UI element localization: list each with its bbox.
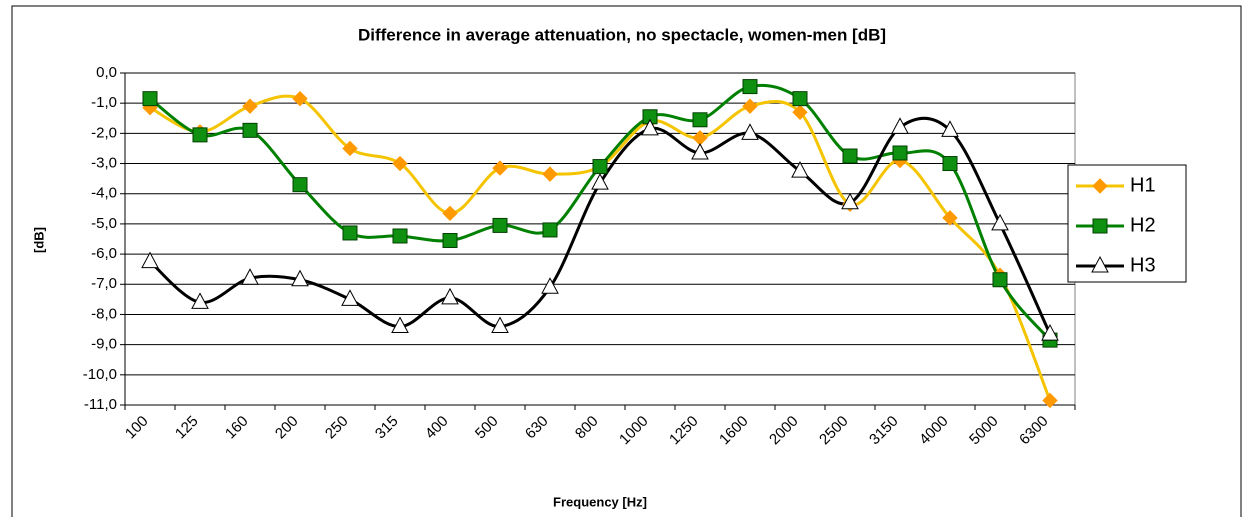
- data-point: [142, 91, 158, 107]
- legend-marker: [1091, 255, 1109, 273]
- data-point: [591, 173, 609, 190]
- data-point: [791, 161, 809, 178]
- data-point: [391, 316, 409, 334]
- y-tick-label: -7,0: [91, 275, 117, 292]
- data-point: [392, 228, 408, 244]
- data-point: [192, 127, 208, 143]
- y-tick-label: -6,0: [91, 245, 117, 262]
- data-point: [592, 159, 608, 175]
- y-tick-label: -2,0: [91, 124, 117, 141]
- y-tick-label: -4,0: [91, 185, 117, 202]
- data-point: [542, 166, 558, 182]
- data-point: [991, 213, 1009, 231]
- data-point: [242, 122, 258, 138]
- data-point: [1041, 324, 1059, 341]
- legend-box: [1067, 164, 1187, 283]
- data-point: [242, 98, 258, 114]
- data-point: [641, 118, 659, 136]
- y-tick-label: -8,0: [91, 305, 117, 322]
- data-point: [942, 156, 958, 172]
- chart-title: Difference in average attenuation, no sp…: [358, 25, 886, 44]
- data-point: [292, 90, 308, 107]
- data-point: [342, 140, 358, 157]
- data-point: [792, 91, 808, 107]
- data-point: [742, 98, 758, 114]
- y-tick-label: -5,0: [91, 215, 117, 232]
- data-point: [892, 145, 908, 161]
- y-tick-label: -9,0: [91, 336, 117, 353]
- data-point: [691, 142, 709, 160]
- data-point: [692, 112, 708, 128]
- data-point: [191, 292, 209, 309]
- y-tick-label: -10,0: [83, 366, 117, 383]
- data-point: [1042, 392, 1058, 409]
- data-point: [842, 148, 858, 164]
- y-tick-label: -11,0: [84, 396, 117, 413]
- data-point: [492, 160, 508, 176]
- data-point: [491, 316, 509, 334]
- data-point: [442, 205, 458, 222]
- legend-label: H1: [1130, 174, 1156, 196]
- y-tick-label: 0,0: [96, 64, 117, 81]
- data-point: [141, 251, 159, 269]
- data-point: [741, 123, 759, 140]
- series-line: [149, 116, 1052, 335]
- data-point: [492, 217, 508, 233]
- data-point: [541, 277, 559, 294]
- data-point: [342, 225, 358, 241]
- data-point: [291, 269, 309, 287]
- data-point: [392, 155, 408, 172]
- data-point: [891, 117, 909, 134]
- legend-marker: [1092, 178, 1108, 194]
- data-point: [241, 268, 259, 285]
- data-point: [292, 177, 308, 193]
- data-point: [841, 192, 859, 210]
- data-point: [441, 287, 459, 305]
- y-axis-label: [dB]: [31, 227, 46, 253]
- data-point: [442, 233, 458, 249]
- legend-label: H3: [1130, 254, 1156, 276]
- legend-marker: [1092, 218, 1108, 234]
- data-point: [992, 272, 1008, 288]
- x-axis-label: Frequency [Hz]: [553, 494, 647, 509]
- data-point: [742, 79, 758, 95]
- plot-area: [124, 72, 1076, 406]
- y-tick-label: -3,0: [91, 155, 117, 172]
- y-tick-label: -1,0: [91, 94, 117, 111]
- legend-label: H2: [1130, 214, 1156, 236]
- data-point: [941, 120, 959, 137]
- data-point: [942, 210, 958, 226]
- series-line: [149, 94, 1052, 402]
- data-point: [341, 289, 359, 306]
- data-point: [792, 104, 808, 120]
- data-point: [542, 222, 558, 238]
